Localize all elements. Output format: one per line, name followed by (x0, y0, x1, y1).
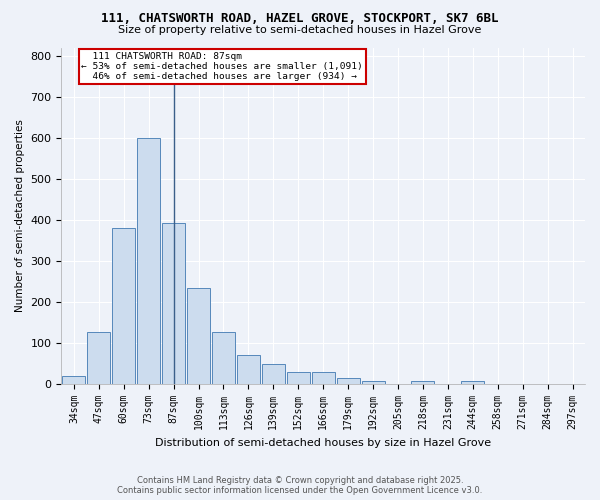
Bar (137, 138, 160, 384)
Bar (237, 354, 260, 384)
Text: Size of property relative to semi-detached houses in Hazel Grove: Size of property relative to semi-detach… (118, 25, 482, 35)
Bar (112, 228, 135, 384)
Bar (312, 372, 335, 384)
Bar (62, 376, 85, 384)
Bar (162, 223, 185, 384)
Bar (337, 378, 359, 384)
Text: Contains HM Land Registry data © Crown copyright and database right 2025.
Contai: Contains HM Land Registry data © Crown c… (118, 476, 482, 495)
X-axis label: Distribution of semi-detached houses by size in Hazel Grove: Distribution of semi-detached houses by … (155, 438, 491, 448)
Bar (212, 332, 235, 384)
Bar (187, 288, 210, 384)
Bar (461, 381, 484, 384)
Y-axis label: Number of semi-detached properties: Number of semi-detached properties (15, 120, 25, 312)
Bar (262, 364, 285, 384)
Text: 111 CHATSWORTH ROAD: 87sqm
← 53% of semi-detached houses are smaller (1,091)
  4: 111 CHATSWORTH ROAD: 87sqm ← 53% of semi… (82, 52, 363, 82)
Bar (287, 372, 310, 384)
Bar (412, 381, 434, 384)
Text: 111, CHATSWORTH ROAD, HAZEL GROVE, STOCKPORT, SK7 6BL: 111, CHATSWORTH ROAD, HAZEL GROVE, STOCK… (101, 12, 499, 26)
Bar (88, 332, 110, 384)
Bar (362, 381, 385, 384)
